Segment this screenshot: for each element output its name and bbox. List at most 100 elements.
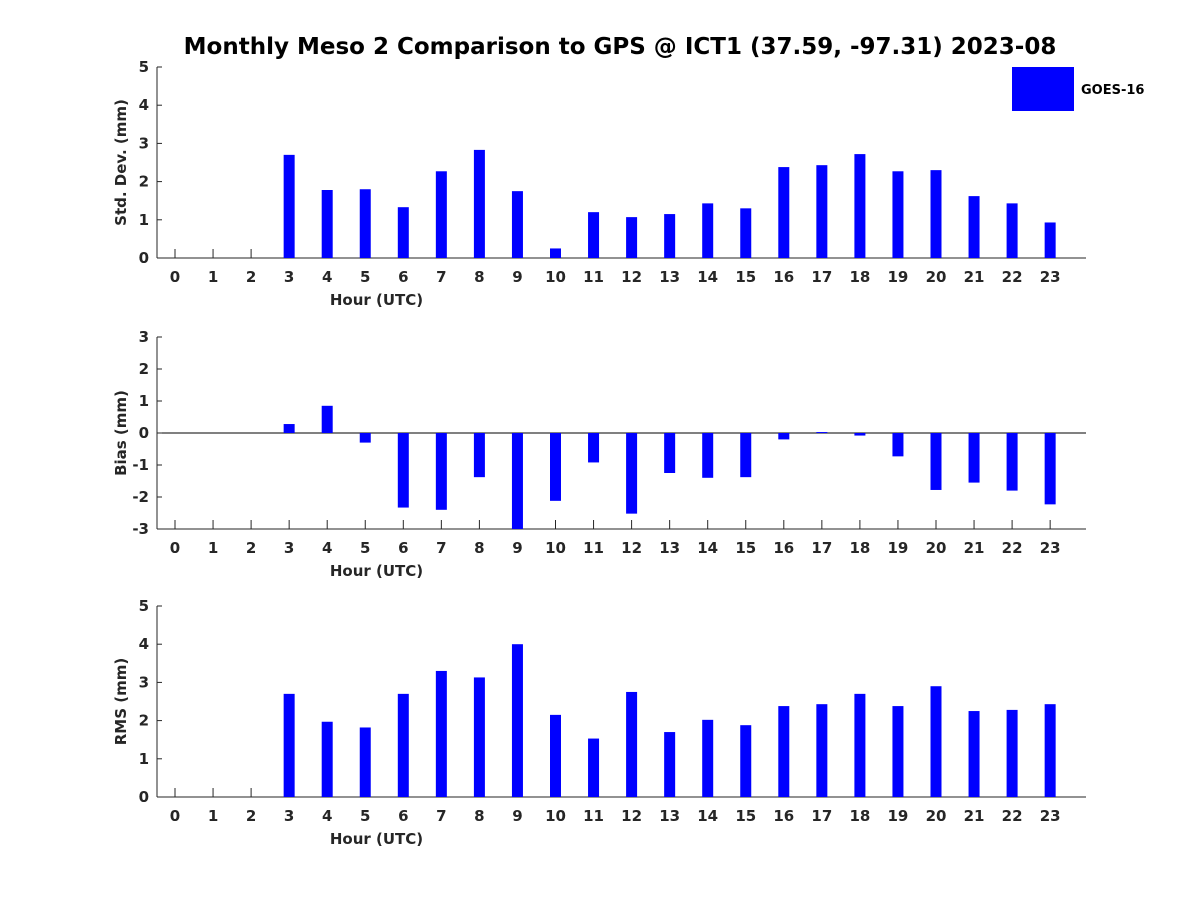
x-tick-label: 7: [436, 539, 446, 557]
x-tick-label: 20: [926, 539, 947, 557]
x-tick-label: 14: [697, 268, 718, 286]
x-tick-label: 12: [621, 539, 642, 557]
x-tick-label: 13: [659, 539, 680, 557]
x-tick-label: 17: [811, 268, 832, 286]
bar-hour-11: [588, 738, 600, 797]
x-tick-label: 16: [773, 268, 794, 286]
x-tick-label: 17: [811, 807, 832, 825]
bar-hour-4: [321, 190, 333, 258]
y-tick-label: 5: [139, 597, 149, 615]
x-tick-label: 15: [735, 268, 756, 286]
y-tick-label: 4: [139, 96, 149, 114]
bar-hour-9: [511, 644, 523, 797]
x-tick-label: 20: [926, 807, 947, 825]
legend-swatch: [1012, 67, 1074, 111]
y-axis-label: Bias (mm): [112, 390, 130, 476]
x-tick-label: 18: [849, 807, 870, 825]
bar-hour-20: [930, 170, 942, 258]
bar-hour-5: [359, 727, 371, 797]
x-tick-label: 21: [964, 268, 985, 286]
bar-hour-16: [778, 706, 790, 797]
x-axis-label: Hour (UTC): [330, 562, 423, 580]
x-tick-label: 7: [436, 807, 446, 825]
bar-hour-11: [588, 433, 600, 463]
x-tick-label: 5: [360, 807, 370, 825]
bar-hour-6: [397, 433, 409, 508]
bar-hour-3: [283, 424, 295, 433]
bar-hour-18: [854, 693, 866, 797]
bar-hour-10: [550, 248, 561, 258]
bar-hour-22: [1006, 709, 1018, 797]
x-tick-label: 13: [659, 268, 680, 286]
x-tick-label: 14: [697, 807, 718, 825]
x-tick-label: 0: [170, 539, 180, 557]
y-tick-label: 2: [139, 712, 149, 730]
y-axis-label: Std. Dev. (mm): [112, 99, 130, 226]
x-tick-label: 6: [398, 268, 408, 286]
x-tick-label: 4: [322, 268, 332, 286]
x-tick-label: 18: [849, 268, 870, 286]
bar-hour-17: [816, 704, 828, 797]
legend-label: GOES-16: [1081, 83, 1144, 98]
bar-hour-8: [473, 149, 485, 258]
y-tick-label: -1: [132, 456, 149, 474]
x-tick-label: 11: [583, 268, 604, 286]
x-tick-label: 22: [1002, 268, 1023, 286]
x-tick-label: 1: [208, 539, 218, 557]
x-tick-label: 9: [512, 268, 522, 286]
y-tick-label: 1: [139, 211, 149, 229]
bar-hour-9: [511, 191, 523, 258]
bar-hour-3: [283, 154, 295, 258]
x-tick-label: 17: [811, 539, 832, 557]
bar-hour-6: [397, 693, 409, 797]
x-tick-label: 23: [1040, 268, 1061, 286]
x-tick-label: 3: [284, 807, 294, 825]
x-tick-label: 6: [398, 807, 408, 825]
y-tick-label: 1: [139, 392, 149, 410]
bar-hour-23: [1044, 222, 1056, 258]
x-tick-label: 8: [474, 268, 484, 286]
x-tick-label: 20: [926, 268, 947, 286]
bar-hour-13: [664, 214, 676, 258]
chart-title: Monthly Meso 2 Comparison to GPS @ ICT1 …: [184, 34, 1057, 60]
x-tick-label: 18: [849, 539, 870, 557]
bar-hour-21: [968, 711, 980, 797]
bar-hour-15: [740, 725, 752, 797]
x-tick-label: 19: [888, 807, 909, 825]
x-tick-label: 23: [1040, 539, 1061, 557]
bar-hour-23: [1044, 704, 1056, 797]
x-tick-label: 1: [208, 268, 218, 286]
x-tick-label: 12: [621, 807, 642, 825]
bar-hour-17: [816, 165, 828, 258]
x-tick-label: 12: [621, 268, 642, 286]
y-tick-label: 0: [139, 249, 149, 267]
x-axis-label: Hour (UTC): [330, 291, 423, 309]
x-axis-label: Hour (UTC): [330, 830, 423, 848]
x-tick-label: 13: [659, 807, 680, 825]
x-tick-label: 0: [170, 807, 180, 825]
bar-hour-14: [702, 203, 714, 258]
x-tick-label: 19: [888, 268, 909, 286]
bar-hour-14: [702, 719, 714, 797]
legend: GOES-16: [1012, 67, 1144, 111]
bar-hour-15: [740, 433, 752, 478]
bar-hour-21: [968, 196, 980, 258]
bar-hour-11: [588, 212, 600, 258]
y-tick-label: 3: [139, 673, 149, 691]
x-tick-label: 3: [284, 539, 294, 557]
y-tick-label: 0: [139, 788, 149, 806]
bar-hour-10: [550, 714, 561, 797]
x-tick-label: 9: [512, 539, 522, 557]
x-tick-label: 9: [512, 807, 522, 825]
bar-hour-8: [473, 433, 485, 478]
bar-hour-6: [397, 207, 409, 258]
x-tick-label: 16: [773, 539, 794, 557]
bar-hour-7: [435, 670, 447, 797]
bar-hour-8: [473, 677, 485, 797]
y-tick-label: 1: [139, 750, 149, 768]
bar-hour-22: [1006, 433, 1018, 491]
